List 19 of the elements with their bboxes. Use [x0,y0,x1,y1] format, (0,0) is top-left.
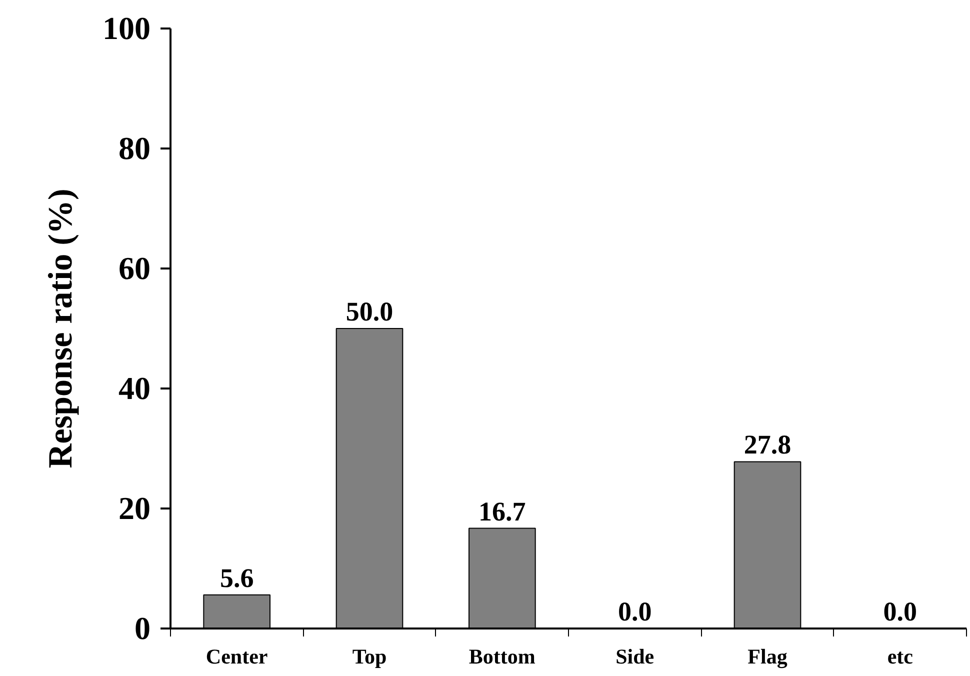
data-label: 27.8 [744,430,792,460]
data-label: 5.6 [220,562,254,593]
data-label: 0.0 [618,596,652,626]
y-tick-label: 60 [118,250,150,286]
data-label: 0.0 [883,596,918,626]
y-tick-label: 40 [118,370,150,406]
x-tick-label: Top [352,644,387,668]
y-tick-label: 80 [118,130,150,166]
data-label: 16.7 [478,496,526,526]
y-tick-label: 0 [134,610,150,646]
x-tick-label: Center [206,644,268,668]
x-tick-label: Side [616,644,654,668]
y-axis-title: Response ratio (%) [42,188,80,468]
y-tick-label: 100 [102,10,150,46]
x-tick-label: Bottom [468,644,536,668]
x-tick-label: Flag [748,644,788,668]
data-label: 50.0 [346,296,394,326]
y-tick-label: 20 [118,490,150,526]
x-tick-label: etc [887,644,913,668]
